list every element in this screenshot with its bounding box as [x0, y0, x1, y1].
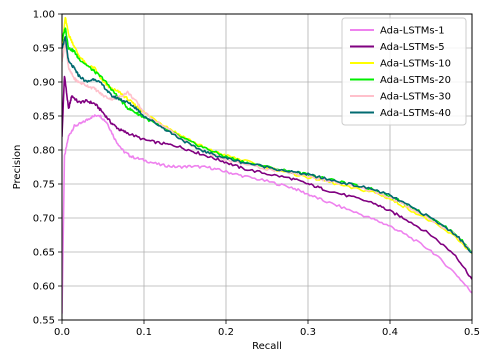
y-tick-label: 0.80	[33, 146, 55, 157]
x-tick-label: 0.0	[54, 327, 70, 338]
x-tick-label: 0.4	[382, 327, 398, 338]
x-axis-label: Recall	[252, 341, 282, 351]
y-tick-label: 0.70	[33, 214, 55, 225]
series-line-ada-lstms-5	[62, 75, 472, 280]
y-tick-label: 1.00	[33, 10, 55, 21]
legend-label: Ada-LSTMs-30	[380, 92, 451, 103]
axis-ticks: 0.0 0.1 0.2 0.3 0.4 0.5 0.55 0.60 0.65 0.70 0.75 0.…	[33, 10, 480, 339]
x-tick-label: 0.1	[136, 327, 152, 338]
legend-label: Ada-LSTMs-20	[380, 75, 451, 86]
y-tick-label: 0.65	[33, 248, 55, 259]
y-tick-label: 0.60	[33, 282, 55, 293]
y-tick-label: 0.95	[33, 44, 55, 55]
y-tick-label: 0.85	[33, 112, 55, 123]
x-tick-label: 0.2	[218, 327, 234, 338]
series-line-ada-lstms-30	[62, 40, 472, 254]
y-tick-label: 0.90	[33, 78, 55, 89]
series-line-ada-lstms-1	[62, 114, 472, 314]
series-lines	[62, 16, 472, 314]
x-tick-label: 0.3	[300, 327, 316, 338]
legend-box	[341, 17, 467, 126]
legend-label: Ada-LSTMs-40	[380, 108, 451, 119]
legend-label: Ada-LSTMs-10	[380, 59, 451, 70]
y-tick-label: 0.75	[33, 180, 55, 191]
y-axis-label: Precision	[12, 145, 23, 190]
y-tick-label: 0.55	[33, 316, 55, 327]
plot-frame	[61, 13, 473, 321]
x-tick-label: 0.5	[464, 327, 480, 338]
legend-label: Ada-LSTMs-5	[380, 42, 445, 53]
legend: Ada-LSTMs-1 Ada-LSTMs-5 Ada-LSTMs-10 Ada-LS…	[341, 17, 467, 126]
series-line-ada-lstms-40	[62, 35, 472, 254]
legend-label: Ada-LSTMs-1	[380, 26, 445, 37]
